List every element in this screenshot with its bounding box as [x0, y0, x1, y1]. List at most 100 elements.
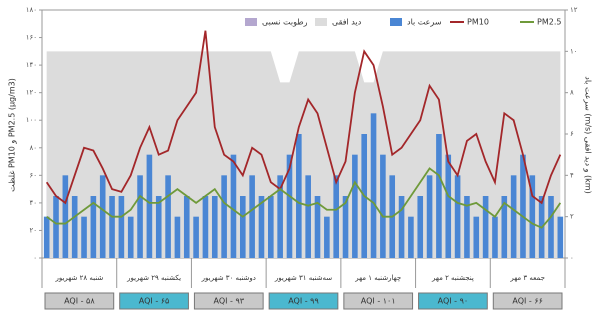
bar: [557, 216, 564, 258]
bar: [417, 196, 424, 258]
bar: [146, 154, 153, 258]
bar: [258, 196, 265, 258]
bar: [43, 216, 50, 258]
bar: [183, 196, 190, 258]
bar: [155, 196, 162, 258]
bar: [408, 216, 414, 258]
y-tick-label: ۱۰۰: [26, 116, 37, 124]
aqi-box: [44, 292, 115, 310]
y2-tick-label: ۲: [570, 213, 574, 221]
aqi-box: [418, 292, 488, 310]
y2-tick-label: ۱۲: [570, 6, 578, 14]
bar: [202, 196, 209, 258]
bar: [370, 113, 377, 258]
bar: [529, 175, 536, 258]
bar: [342, 196, 349, 258]
aqi-box: [119, 292, 189, 310]
bar: [211, 196, 218, 258]
bar: [324, 216, 330, 258]
aqi-box: [343, 292, 414, 310]
aqi-label: AQI - ۶۵: [139, 297, 170, 306]
aqi-box: [193, 292, 264, 310]
y-tick-label: ۲۰: [29, 226, 37, 234]
bar: [482, 196, 489, 258]
day-label: شنبه ۲۸ شهریور: [54, 274, 103, 282]
y-tick-label: ۰: [33, 254, 37, 262]
y-tick-label: ۱۴۰: [26, 61, 37, 69]
bar: [62, 175, 69, 258]
y2-tick-label: ۴: [570, 171, 574, 179]
bar: [71, 196, 78, 258]
bar: [520, 154, 526, 258]
bar: [221, 175, 227, 258]
bar: [333, 175, 339, 258]
day-label: دوشنبه ۳۰ شهریور: [201, 274, 256, 282]
y2-tick-label: ۸: [570, 89, 574, 97]
aqi-label: AQI - ۶۶: [512, 297, 543, 306]
legend-label: دید افقی: [332, 18, 362, 27]
bar: [174, 216, 181, 258]
y-tick-label: ۱۲۰: [26, 89, 37, 97]
y-axis-label: غلظت PM10 و PM2.5 (µg/m3): [8, 78, 17, 192]
line: [45, 30, 562, 205]
bar: [230, 154, 237, 258]
bar: [193, 216, 199, 258]
bar: [473, 216, 480, 258]
aqi-label: AQI - ۹۳: [214, 297, 245, 306]
legend-label: PM2.5: [537, 18, 561, 27]
bar: [501, 196, 508, 258]
bar: [277, 175, 283, 258]
bar: [286, 154, 293, 258]
y2-tick-label: ۱۰: [570, 47, 578, 55]
aqi-label: AQI - ۱۰۱: [361, 297, 396, 306]
y-tick-label: ۸۰: [29, 144, 37, 152]
bar: [464, 196, 470, 258]
aqi-label: AQI - ۹۹: [288, 297, 319, 306]
bar: [352, 154, 358, 258]
bar: [445, 154, 452, 258]
day-label: جمعه ۳ مهر: [509, 274, 545, 282]
day-label: چهارشنبه ۱ مهر: [354, 274, 401, 282]
bar: [118, 196, 125, 258]
legend-swatch: [245, 18, 257, 26]
bar: [137, 175, 143, 258]
bar: [454, 175, 461, 258]
bar: [380, 154, 386, 258]
y-tick-label: ۱۶۰: [26, 34, 37, 42]
y2-axis-label: سرعت باد (m/s) و دید افقی (km): [584, 76, 593, 193]
aqi-box: [492, 292, 563, 310]
day-label: یکشنبه ۲۹ شهریور: [126, 274, 181, 282]
bar: [548, 196, 554, 258]
legend-label: رطوبت نسبی: [262, 18, 308, 27]
y-tick-label: ۴۰: [29, 199, 37, 207]
bar: [53, 196, 59, 258]
bar: [81, 216, 87, 258]
bar: [127, 216, 134, 258]
y-tick-label: ۱۸۰: [26, 6, 37, 14]
legend-swatch: [315, 18, 327, 26]
bar: [165, 175, 171, 258]
day-label: پنجشنبه ۲ مهر: [431, 274, 474, 282]
line: [46, 167, 562, 229]
bar: [436, 134, 442, 258]
aqi-box: [268, 292, 339, 310]
bar: [305, 175, 311, 258]
bar: [492, 216, 498, 258]
bar: [398, 196, 405, 258]
bar: [90, 196, 97, 258]
y2-tick-label: ۶: [570, 130, 574, 138]
bar: [314, 196, 321, 258]
aqi-label: AQI - ۵۸: [64, 297, 95, 306]
y-tick-label: ۶۰: [29, 171, 37, 179]
bar: [296, 134, 302, 258]
legend-swatch: [390, 18, 402, 26]
day-label: سه‌شنبه ۳۱ شهریور: [274, 274, 332, 282]
bar: [239, 196, 246, 258]
bar: [109, 196, 115, 258]
bar: [510, 175, 517, 258]
bar: [99, 175, 106, 258]
bar: [249, 175, 255, 258]
aqi-label: AQI - ۹۰: [438, 297, 469, 306]
bar: [426, 175, 433, 258]
bar: [268, 196, 274, 258]
